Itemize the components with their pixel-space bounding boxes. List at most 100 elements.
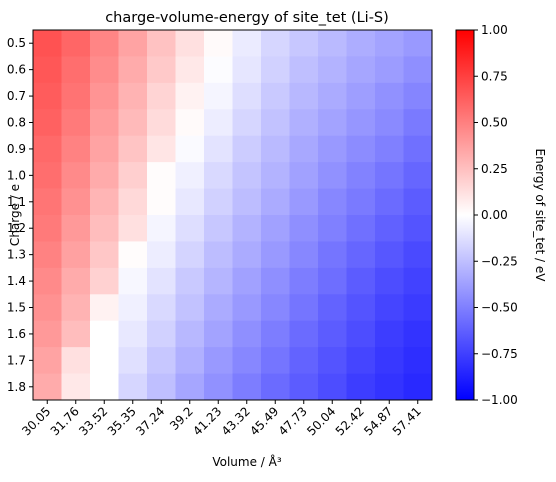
heatmap-cell [62,268,91,295]
heatmap-cell [62,136,91,163]
heatmap-cell [261,56,290,83]
heatmap-cell [204,83,233,110]
heatmap-cell [404,83,433,110]
heatmap-cell [375,189,404,216]
heatmap-cell [290,189,319,216]
heatmap-cell [176,109,205,136]
heatmap-cell [347,136,376,163]
heatmap-cell [318,374,347,401]
heatmap-cell [204,241,233,268]
heatmap-cell [90,109,119,136]
heatmap-cell [233,136,262,163]
heatmap-cell [119,294,148,321]
heatmap-cell [347,56,376,83]
heatmap-cell [119,83,148,110]
heatmap-cell [375,374,404,401]
heatmap-cell [204,109,233,136]
x-tick-label: 41.23 [190,404,224,438]
heatmap-cell [33,347,62,374]
heatmap-cell [347,321,376,348]
heatmap-cell [290,30,319,57]
heatmap-cell [176,83,205,110]
heatmap-cell [290,162,319,189]
heatmap-cell [204,268,233,295]
heatmap-cell [347,215,376,242]
heatmap-cell [90,136,119,163]
heatmap-cell [33,215,62,242]
heatmap-cell [62,83,91,110]
heatmap-cell [204,189,233,216]
x-tick-label: 50.04 [304,404,338,438]
heatmap-cell [233,321,262,348]
y-tick-label: 1.5 [7,301,26,315]
heatmap-cell [90,374,119,401]
heatmap-cell [233,109,262,136]
heatmap-cell [147,347,176,374]
heatmap-cell [119,162,148,189]
heatmap-cell [233,294,262,321]
heatmap-cell [375,268,404,295]
heatmap-cell [290,321,319,348]
heatmap-cell [375,109,404,136]
heatmap-cells [33,30,432,400]
heatmap-cell [290,241,319,268]
heatmap-cell [404,56,433,83]
heatmap-cell [204,162,233,189]
heatmap-cell [90,241,119,268]
x-tick-label: 37.24 [133,404,167,438]
heatmap-cell [33,83,62,110]
heatmap-cell [404,321,433,348]
heatmap-cell [290,268,319,295]
heatmap-cell [404,374,433,401]
heatmap-cell [62,109,91,136]
heatmap-cell [90,321,119,348]
heatmap-cell [62,56,91,83]
heatmap-cell [119,321,148,348]
heatmap-cell [347,83,376,110]
heatmap-cell [290,347,319,374]
heatmap-cell [204,56,233,83]
y-tick-label: 1.7 [7,353,26,367]
heatmap-cell [204,321,233,348]
y-tick-label: 1.8 [7,380,26,394]
heatmap-cell [290,294,319,321]
heatmap-cell [290,374,319,401]
x-tick-label: 45.49 [247,404,281,438]
colorbar [456,30,474,400]
heatmap-cell [347,294,376,321]
heatmap-cell [176,215,205,242]
heatmap-cell [119,30,148,57]
heatmap-cell [90,162,119,189]
heatmap-cell [90,189,119,216]
heatmap-cell [204,30,233,57]
heatmap-cell [261,294,290,321]
heatmap-cell [347,162,376,189]
heatmap-cell [33,136,62,163]
y-axis-label: Charge / e [8,184,22,246]
heatmap-cell [119,189,148,216]
heatmap-cell [375,83,404,110]
heatmap-cell [147,109,176,136]
heatmap-cell [147,268,176,295]
heatmap-cell [347,241,376,268]
heatmap-cell [318,83,347,110]
heatmap-cell [147,162,176,189]
heatmap-cell [261,189,290,216]
heatmap-cell [176,241,205,268]
heatmap-cell [119,109,148,136]
colorbar-tick-label: 0.25 [481,162,508,176]
heatmap-cell [33,268,62,295]
colorbar-tick-label: −0.25 [481,254,518,268]
heatmap-cell [261,162,290,189]
heatmap-cell [176,321,205,348]
heatmap-cell [261,321,290,348]
heatmap-cell [318,321,347,348]
y-tick-label: 1.6 [7,327,26,341]
y-tick-label: 1.3 [7,248,26,262]
heatmap-cell [147,215,176,242]
x-tick-label: 57.41 [390,404,424,438]
y-tick-label: 1.0 [7,168,26,182]
heatmap-cell [62,162,91,189]
heatmap-cell [33,321,62,348]
heatmap-cell [375,136,404,163]
